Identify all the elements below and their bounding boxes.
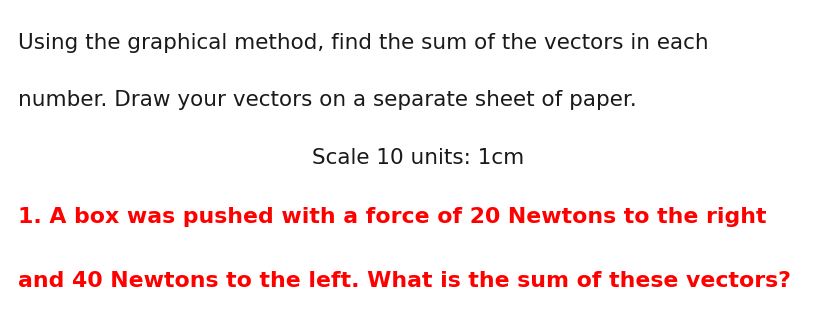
Text: 1. A box was pushed with a force of 20 Newtons to the right: 1. A box was pushed with a force of 20 N… [18, 207, 766, 227]
Text: and 40 Newtons to the left. What is the sum of these vectors?: and 40 Newtons to the left. What is the … [18, 270, 790, 291]
Text: Scale 10 units: 1cm: Scale 10 units: 1cm [312, 148, 524, 169]
Text: Using the graphical method, find the sum of the vectors in each: Using the graphical method, find the sum… [18, 33, 708, 53]
Text: number. Draw your vectors on a separate sheet of paper.: number. Draw your vectors on a separate … [18, 90, 636, 110]
